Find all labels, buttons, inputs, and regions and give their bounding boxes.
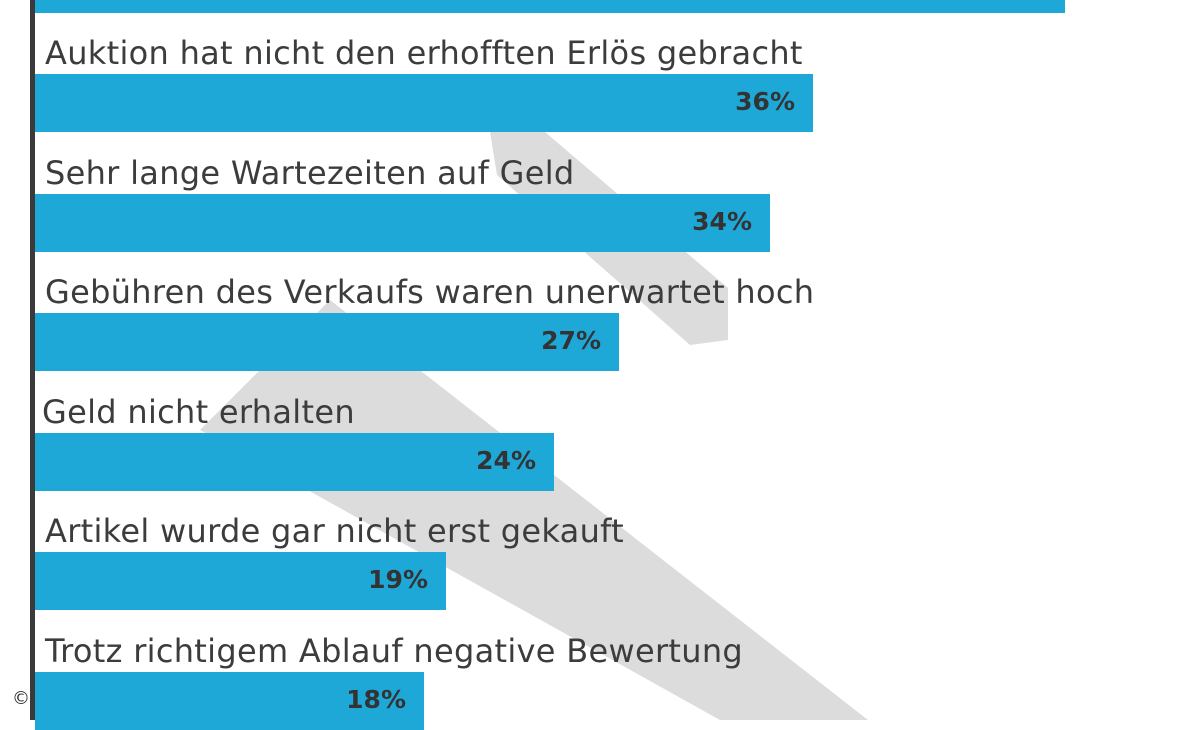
category-label: Artikel wurde gar nicht erst gekauft (45, 512, 625, 550)
bar (35, 552, 446, 610)
bar (35, 74, 813, 132)
category-label: Sehr lange Wartezeiten auf Geld (45, 153, 575, 192)
category-label: Geld nicht erhalten (42, 392, 355, 431)
category-label: Gebühren des Verkaufs waren unerwartet h… (45, 273, 815, 311)
copyright-symbol: © (12, 688, 30, 709)
value-label: 18% (346, 684, 406, 714)
gavel-handle (200, 300, 868, 720)
value-label: 34% (692, 206, 752, 236)
value-label: 27% (541, 326, 601, 355)
value-label: 24% (476, 445, 536, 475)
value-label: 36% (735, 87, 795, 116)
category-label: Auktion hat nicht den erhofften Erlös ge… (45, 34, 803, 72)
bar (35, 432, 554, 491)
axis-line (30, 0, 35, 720)
value-label: 19% (368, 565, 428, 594)
bar (35, 0, 1065, 13)
category-label: Trotz richtigem Ablauf negative Bewertun… (45, 631, 744, 670)
bar (35, 193, 770, 252)
bar (35, 313, 619, 371)
